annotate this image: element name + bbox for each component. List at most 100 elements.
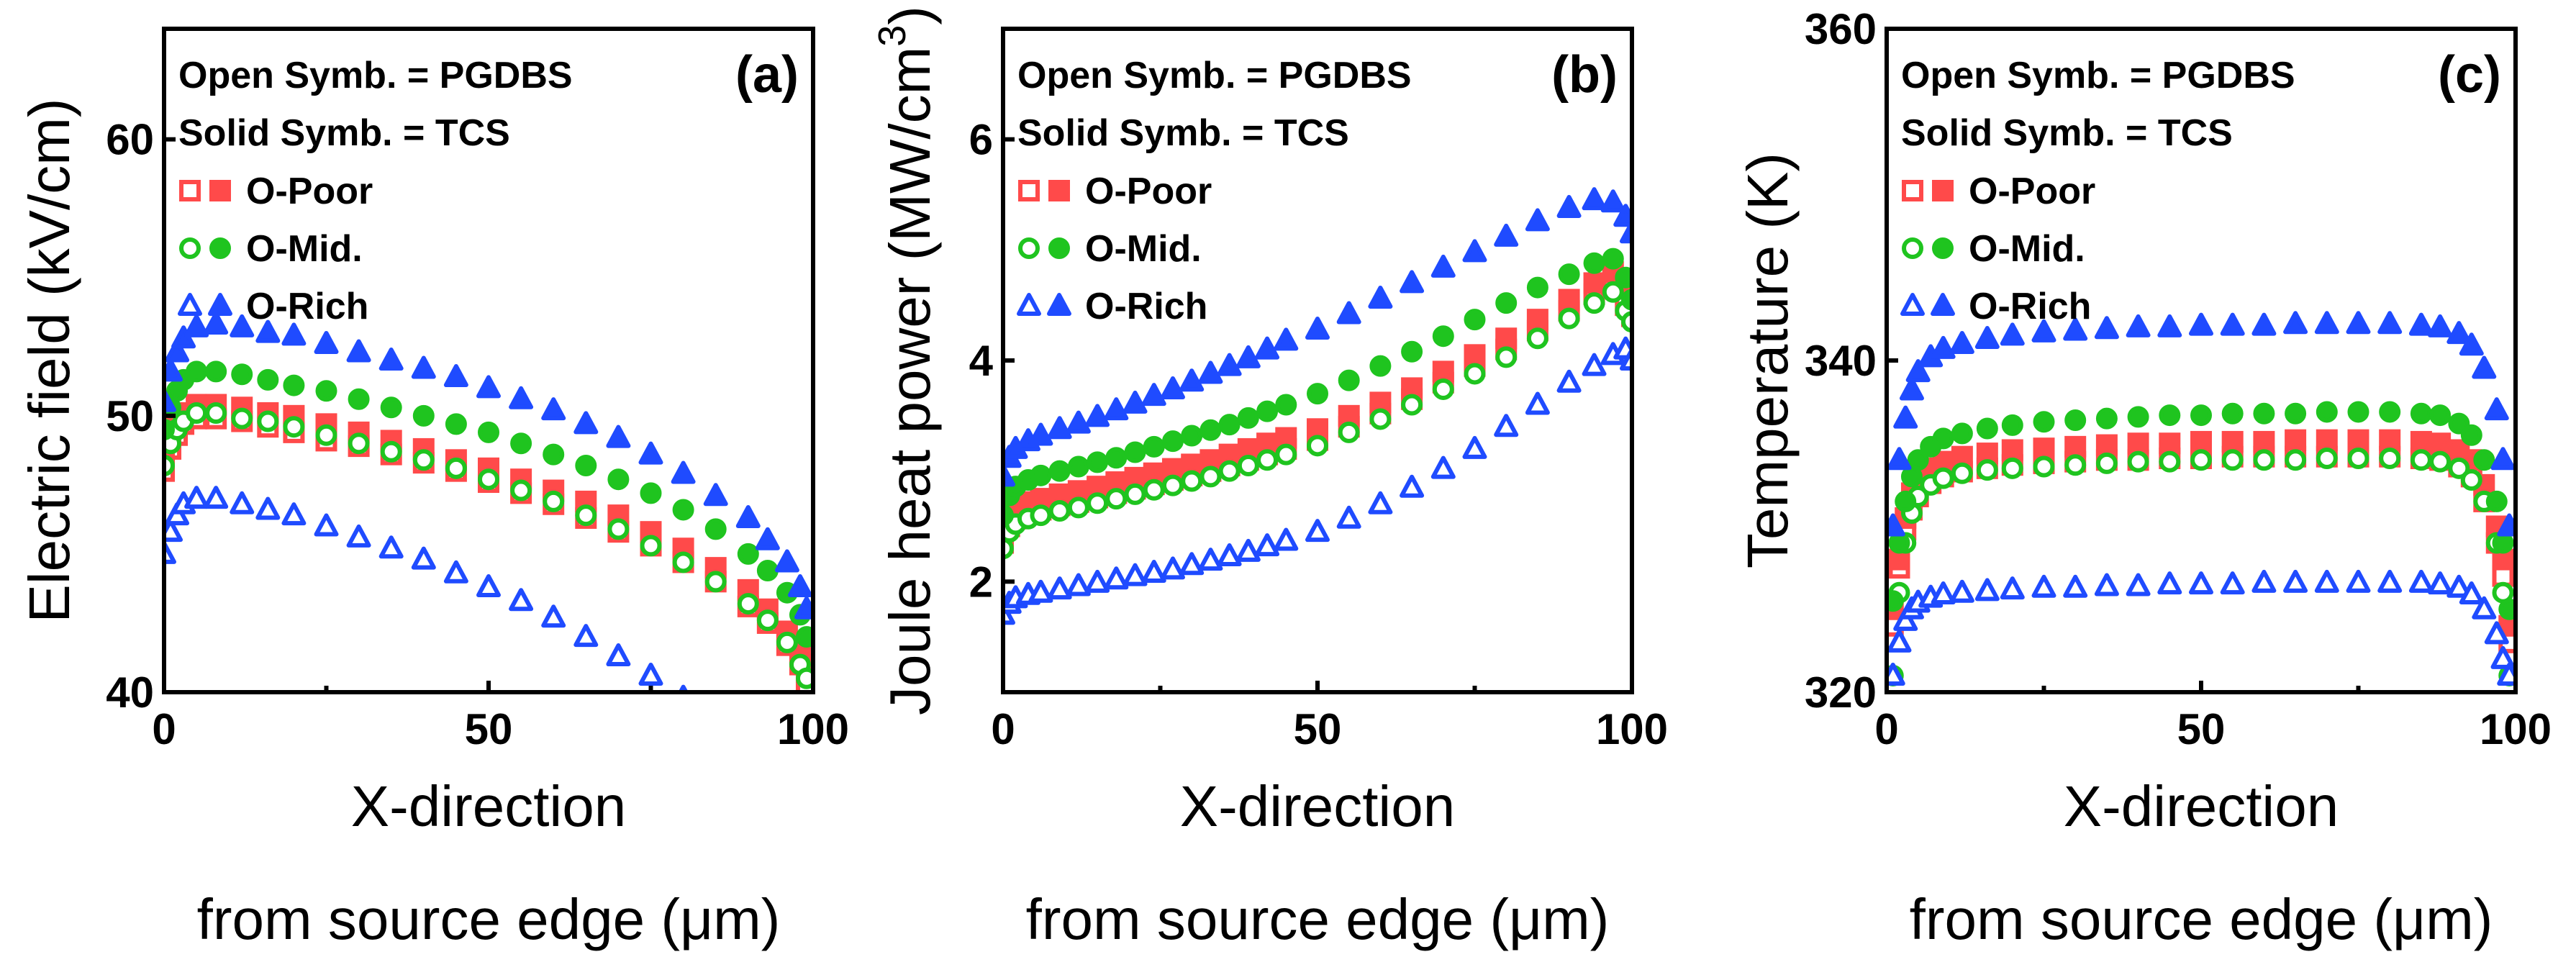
point-o_poor-tcs [1558,289,1580,311]
point-o_rich-tcs [443,364,468,388]
point-o_mid-pgdbs [737,593,759,615]
point-o_mid-tcs [205,360,227,383]
point-o_rich-tcs [1047,416,1072,440]
point-o_mid-tcs [2316,401,2338,423]
point-o_mid-tcs [283,374,305,396]
point-o_mid-tcs [1615,266,1632,289]
point-o_poor-tcs [2316,429,2338,451]
point-o_rich-tcs [671,460,696,484]
point-o_mid-tcs [1951,422,1973,445]
point-o_mid-pgdbs [283,416,305,438]
point-o_mid-pgdbs [231,407,253,430]
point-o_rich-pgdbs [2094,573,2119,596]
point-o_rich-tcs [1494,223,1519,247]
legend-marker-solid [209,180,231,201]
point-o_rich-tcs [204,312,229,335]
point-o_rich-tcs [2346,311,2371,335]
point-o_mid-tcs [2285,402,2307,425]
point-o_rich-pgdbs [1462,435,1487,459]
point-o_poor-tcs [2001,439,2023,461]
point-o_poor-tcs [2379,429,2401,451]
point-o_rich-pgdbs [1179,552,1205,576]
point-o_rich-pgdbs [678,684,689,692]
plot-area [164,312,813,692]
legend-label: O-Rich [1969,286,2091,327]
y-axis-label-close: ) [878,6,942,25]
point-o_rich-tcs [774,549,799,573]
point-o_rich-tcs [1141,383,1166,407]
point-o_rich-pgdbs [2251,569,2277,593]
point-o_poor-tcs [1124,466,1146,489]
point-o_poor-tcs [2033,437,2055,460]
series-o_mid [1003,248,1632,560]
legend-marker-open [179,180,201,201]
point-o_mid-pgdbs [1218,460,1241,482]
point-o_mid-pgdbs [445,457,467,479]
point-o_mid-pgdbs [1143,478,1165,501]
y-tick-label: 4 [969,337,994,385]
point-o_mid-pgdbs [2221,449,2244,471]
point-o_rich-tcs [2189,312,2213,336]
point-o_mid-tcs [380,396,402,419]
point-o_mid-pgdbs [1495,346,1518,368]
point-o_rich-tcs [2428,314,2453,337]
point-o_mid-pgdbs [640,535,662,557]
point-o_rich-pgdbs [378,535,404,559]
point-o_mid-pgdbs [2347,447,2369,469]
point-o_mid-pgdbs [1124,483,1146,505]
legend-marker-open [1900,293,1925,316]
point-o_rich-tcs [1525,208,1550,232]
point-o_mid-pgdbs [607,518,630,540]
point-o_rich-pgdbs [1085,569,1110,593]
point-o_rich-tcs [2459,332,2484,356]
point-o_mid-tcs [1181,425,1203,447]
point-o_rich-tcs [2000,322,2025,346]
x-tick-label: 50 [2177,705,2226,753]
point-o_mid-pgdbs [704,571,727,593]
point-o_rich-pgdbs [346,524,371,548]
series-o_rich [1887,311,2516,686]
point-o_rich-tcs [476,375,501,399]
point-o_rich-pgdbs [2283,569,2308,593]
point-o_mid-tcs [1275,394,1297,416]
point-o_mid-pgdbs [348,432,370,455]
point-o_rich-pgdbs [255,496,281,520]
point-o_rich-tcs [2094,316,2119,340]
point-o_rich-tcs [1003,463,1015,487]
series-o_rich [1003,187,1632,625]
point-o_mid-tcs [478,421,499,443]
legend-marker-open [178,293,202,316]
y-axis-label: Electric field (kV/cm) [17,99,81,623]
panel-tag: (a) [735,46,799,104]
point-o_poor-tcs [2253,430,2275,453]
point-o_rich-tcs [2220,312,2245,336]
x-axis-label: X-direction [1180,774,1455,838]
point-o_mid-pgdbs [2285,449,2307,471]
point-o_rich-pgdbs [164,540,176,564]
point-o_mid-pgdbs [575,504,597,527]
legend-marker-solid [1932,180,1954,201]
point-o_mid-tcs [1602,248,1624,270]
y-axis-label: Temperature (K) [1736,153,1800,568]
point-o_rich-tcs [2314,311,2339,335]
point-o_poor-tcs [1401,377,1423,399]
legend-label: O-Rich [1085,286,1207,327]
point-o_rich-pgdbs [2346,569,2371,593]
point-o_rich-pgdbs [2472,596,2497,620]
point-o_rich-pgdbs [2428,571,2453,595]
y-tick-label: 360 [1805,5,1877,53]
point-o_rich-tcs [1336,301,1361,325]
point-o_rich-tcs [1899,377,1924,401]
point-o_mid-pgdbs [257,410,279,432]
legend-item-o_rich: O-Rich [1900,286,2091,327]
point-o_mid-tcs [1976,417,1998,440]
point-o_mid-pgdbs [380,440,402,463]
point-o_rich-tcs [1235,345,1261,368]
legend-marker-solid [209,237,231,259]
legend-marker-solid [1931,293,1955,316]
point-o_mid-tcs [2033,411,2055,433]
point-o_rich-tcs [755,527,780,550]
point-o_rich-tcs [1085,404,1110,427]
legend-label: O-Poor [246,171,373,212]
legend-item-o_poor: O-Poor [1018,171,1212,212]
